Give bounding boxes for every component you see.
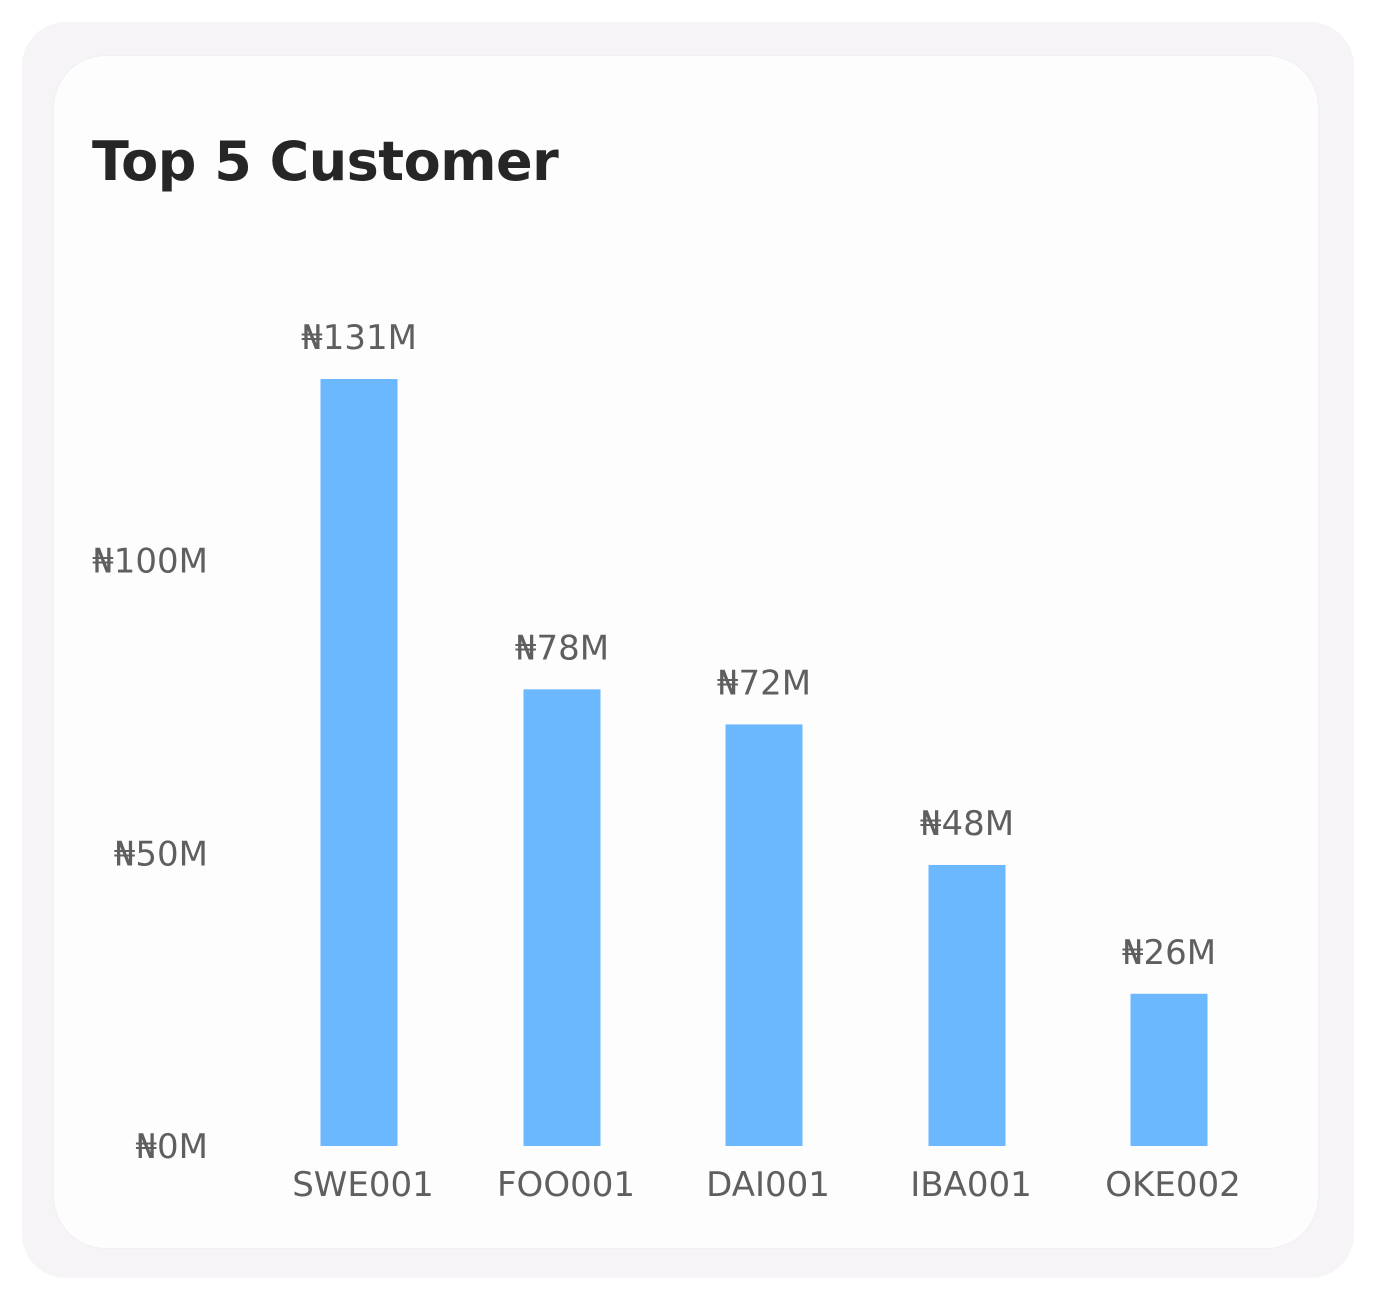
data-label: ₦48M [920,804,1014,844]
x-tick-label: SWE001 [292,1165,434,1205]
x-tick-label: DAI001 [706,1165,830,1205]
chart-title: Top 5 Customer [92,130,559,193]
x-tick-label: OKE002 [1105,1165,1240,1205]
bar-swe001[interactable] [320,379,398,1146]
data-label: ₦131M [301,318,417,358]
x-tick-label: IBA001 [910,1165,1032,1205]
y-tick-label: ₦100M [92,542,208,582]
x-axis: SWE001 FOO001 DAI001 IBA001 OKE002 [292,1165,1241,1205]
chart-card [54,56,1318,1248]
bar-oke002[interactable] [1130,993,1208,1146]
bar-iba001[interactable] [928,864,1006,1146]
y-axis: ₦0M ₦50M ₦100M [92,542,208,1167]
bars [320,379,1208,1146]
data-label: ₦26M [1122,933,1216,973]
data-labels: ₦131M ₦78M ₦72M ₦48M ₦26M [301,318,1216,973]
y-tick-label: ₦0M [135,1127,208,1167]
bar-foo001[interactable] [523,689,601,1146]
x-tick-label: FOO001 [497,1165,635,1205]
y-tick-label: ₦50M [114,834,208,874]
bar-dai001[interactable] [725,724,803,1146]
data-label: ₦78M [515,628,609,668]
data-label: ₦72M [717,663,811,703]
